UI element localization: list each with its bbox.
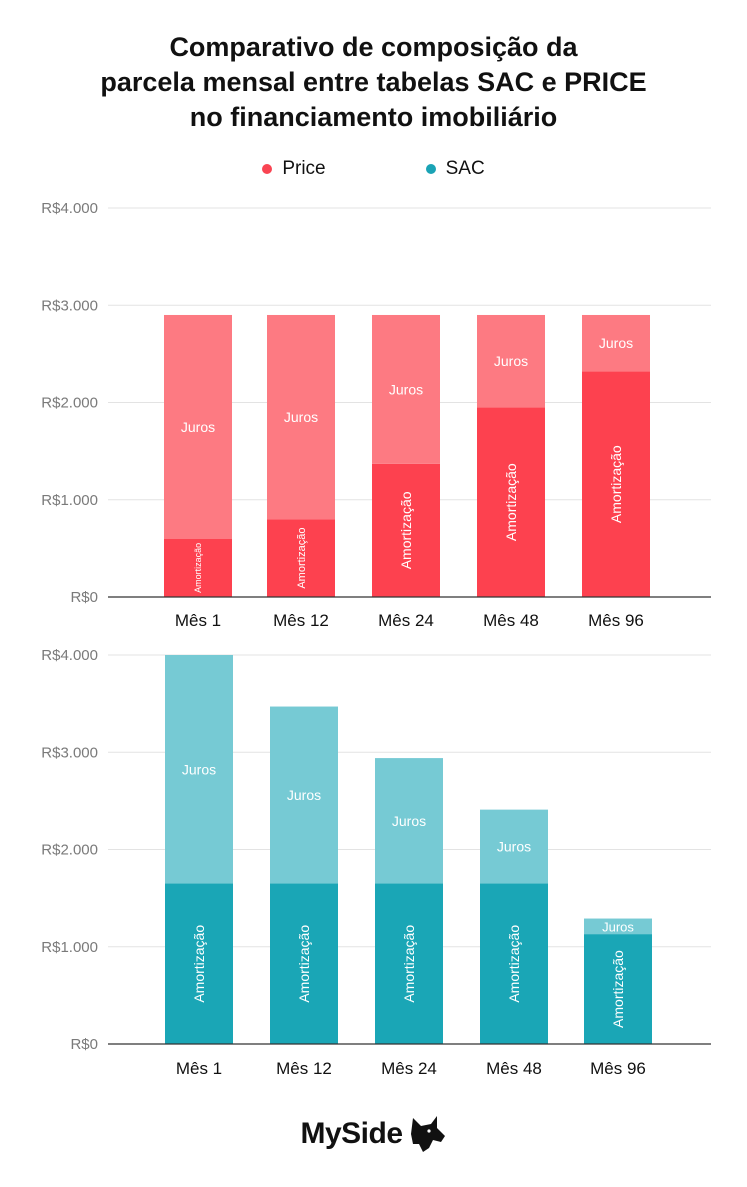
price-y-tick-label: R$1.000	[41, 492, 98, 509]
sac-bar-amortizacao	[270, 883, 338, 1044]
price-bar-juros	[582, 314, 650, 372]
price-bar-label-amortizacao: Amortização	[398, 491, 414, 569]
sac-x-tick-label: Mês 24	[381, 1059, 437, 1078]
sac-bar-label-amortizacao: Amortização	[191, 925, 207, 1003]
price-x-tick-label: Mês 12	[273, 611, 329, 630]
legend: Price SAC	[0, 156, 747, 182]
sac-bar-label-amortizacao: Amortização	[610, 950, 626, 1028]
sac-bar-juros	[270, 706, 338, 884]
legend-label-price: Price	[282, 158, 326, 179]
dog-head-icon	[410, 1116, 445, 1152]
price-bar-label-juros: Juros	[181, 419, 215, 435]
price-bar-amortizacao	[582, 371, 650, 597]
price-bar-label-amortizacao: Amortização	[296, 528, 308, 589]
legend-swatch-price	[262, 164, 273, 174]
price-bar-label-juros: Juros	[494, 353, 528, 369]
sac-x-tick-label: Mês 48	[486, 1059, 542, 1078]
chart-title: Comparativo de composição da parcela men…	[100, 32, 647, 132]
price-bar-label-juros: Juros	[389, 381, 423, 397]
sac-bar-label-amortizacao: Amortização	[506, 925, 522, 1003]
sac-x-tick-label: Mês 1	[176, 1059, 222, 1078]
sac-y-tick-label: R$0	[70, 1036, 98, 1053]
sac-y-tick-label: R$2.000	[41, 842, 98, 859]
price-bar-juros	[164, 314, 232, 539]
price-bar-amortizacao	[372, 463, 440, 597]
sac-bar-label-juros: Juros	[392, 813, 426, 829]
price-bar-juros	[477, 314, 545, 408]
price-bar-label-amortizacao: Amortização	[608, 445, 624, 523]
sac-bar-label-juros: Juros	[182, 761, 216, 777]
price-bar-amortizacao	[267, 519, 335, 597]
sac-bar-juros	[165, 655, 233, 884]
legend-item-price: Price	[262, 156, 326, 182]
price-x-tick-label: Mês 48	[483, 611, 539, 630]
sac-bar-juros	[375, 758, 443, 884]
sac-bar-label-juros: Juros	[287, 787, 321, 803]
price-x-tick-label: Mês 96	[588, 611, 644, 630]
brand-name: MySide	[300, 1117, 403, 1150]
sac-bar-amortizacao	[375, 883, 443, 1044]
price-y-tick-label: R$0	[70, 589, 98, 606]
sac-bar-label-juros: Juros	[602, 919, 634, 934]
price-bar-amortizacao	[164, 538, 232, 597]
price-y-tick-label: R$4.000	[41, 200, 98, 217]
legend-item-sac: SAC	[425, 156, 485, 182]
price-bar-label-juros: Juros	[284, 409, 318, 425]
price-bar-label-amortizacao: Amortização	[193, 543, 203, 593]
price-x-tick-label: Mês 24	[378, 611, 434, 630]
price-x-tick-label: Mês 1	[175, 611, 221, 630]
legend-swatch-sac	[425, 164, 436, 174]
price-bar-juros	[267, 314, 335, 520]
price-y-tick-label: R$2.000	[41, 395, 98, 412]
sac-bar-juros	[584, 918, 652, 935]
sac-x-tick-label: Mês 12	[276, 1059, 332, 1078]
sac-bar-amortizacao	[584, 934, 652, 1044]
legend-label-sac: SAC	[445, 158, 485, 179]
sac-bar-juros	[480, 809, 548, 884]
price-bar-label-amortizacao: Amortização	[503, 463, 519, 541]
price-y-tick-label: R$3.000	[41, 297, 98, 314]
sac-y-tick-label: R$4.000	[41, 647, 98, 664]
sac-bar-amortizacao	[480, 883, 548, 1044]
sac-y-tick-label: R$1.000	[41, 939, 98, 956]
brand-logo: MySide	[0, 1112, 747, 1156]
sac-bar-amortizacao	[165, 883, 233, 1044]
price-bar-label-juros: Juros	[599, 335, 633, 351]
sac-bar-label-amortizacao: Amortização	[401, 925, 417, 1003]
sac-bar-label-juros: Juros	[497, 839, 531, 855]
price-bar-amortizacao	[477, 407, 545, 597]
price-bar-juros	[372, 314, 440, 464]
sac-x-tick-label: Mês 96	[590, 1059, 646, 1078]
sac-bar-label-amortizacao: Amortização	[296, 925, 312, 1003]
sac-y-tick-label: R$3.000	[41, 744, 98, 761]
